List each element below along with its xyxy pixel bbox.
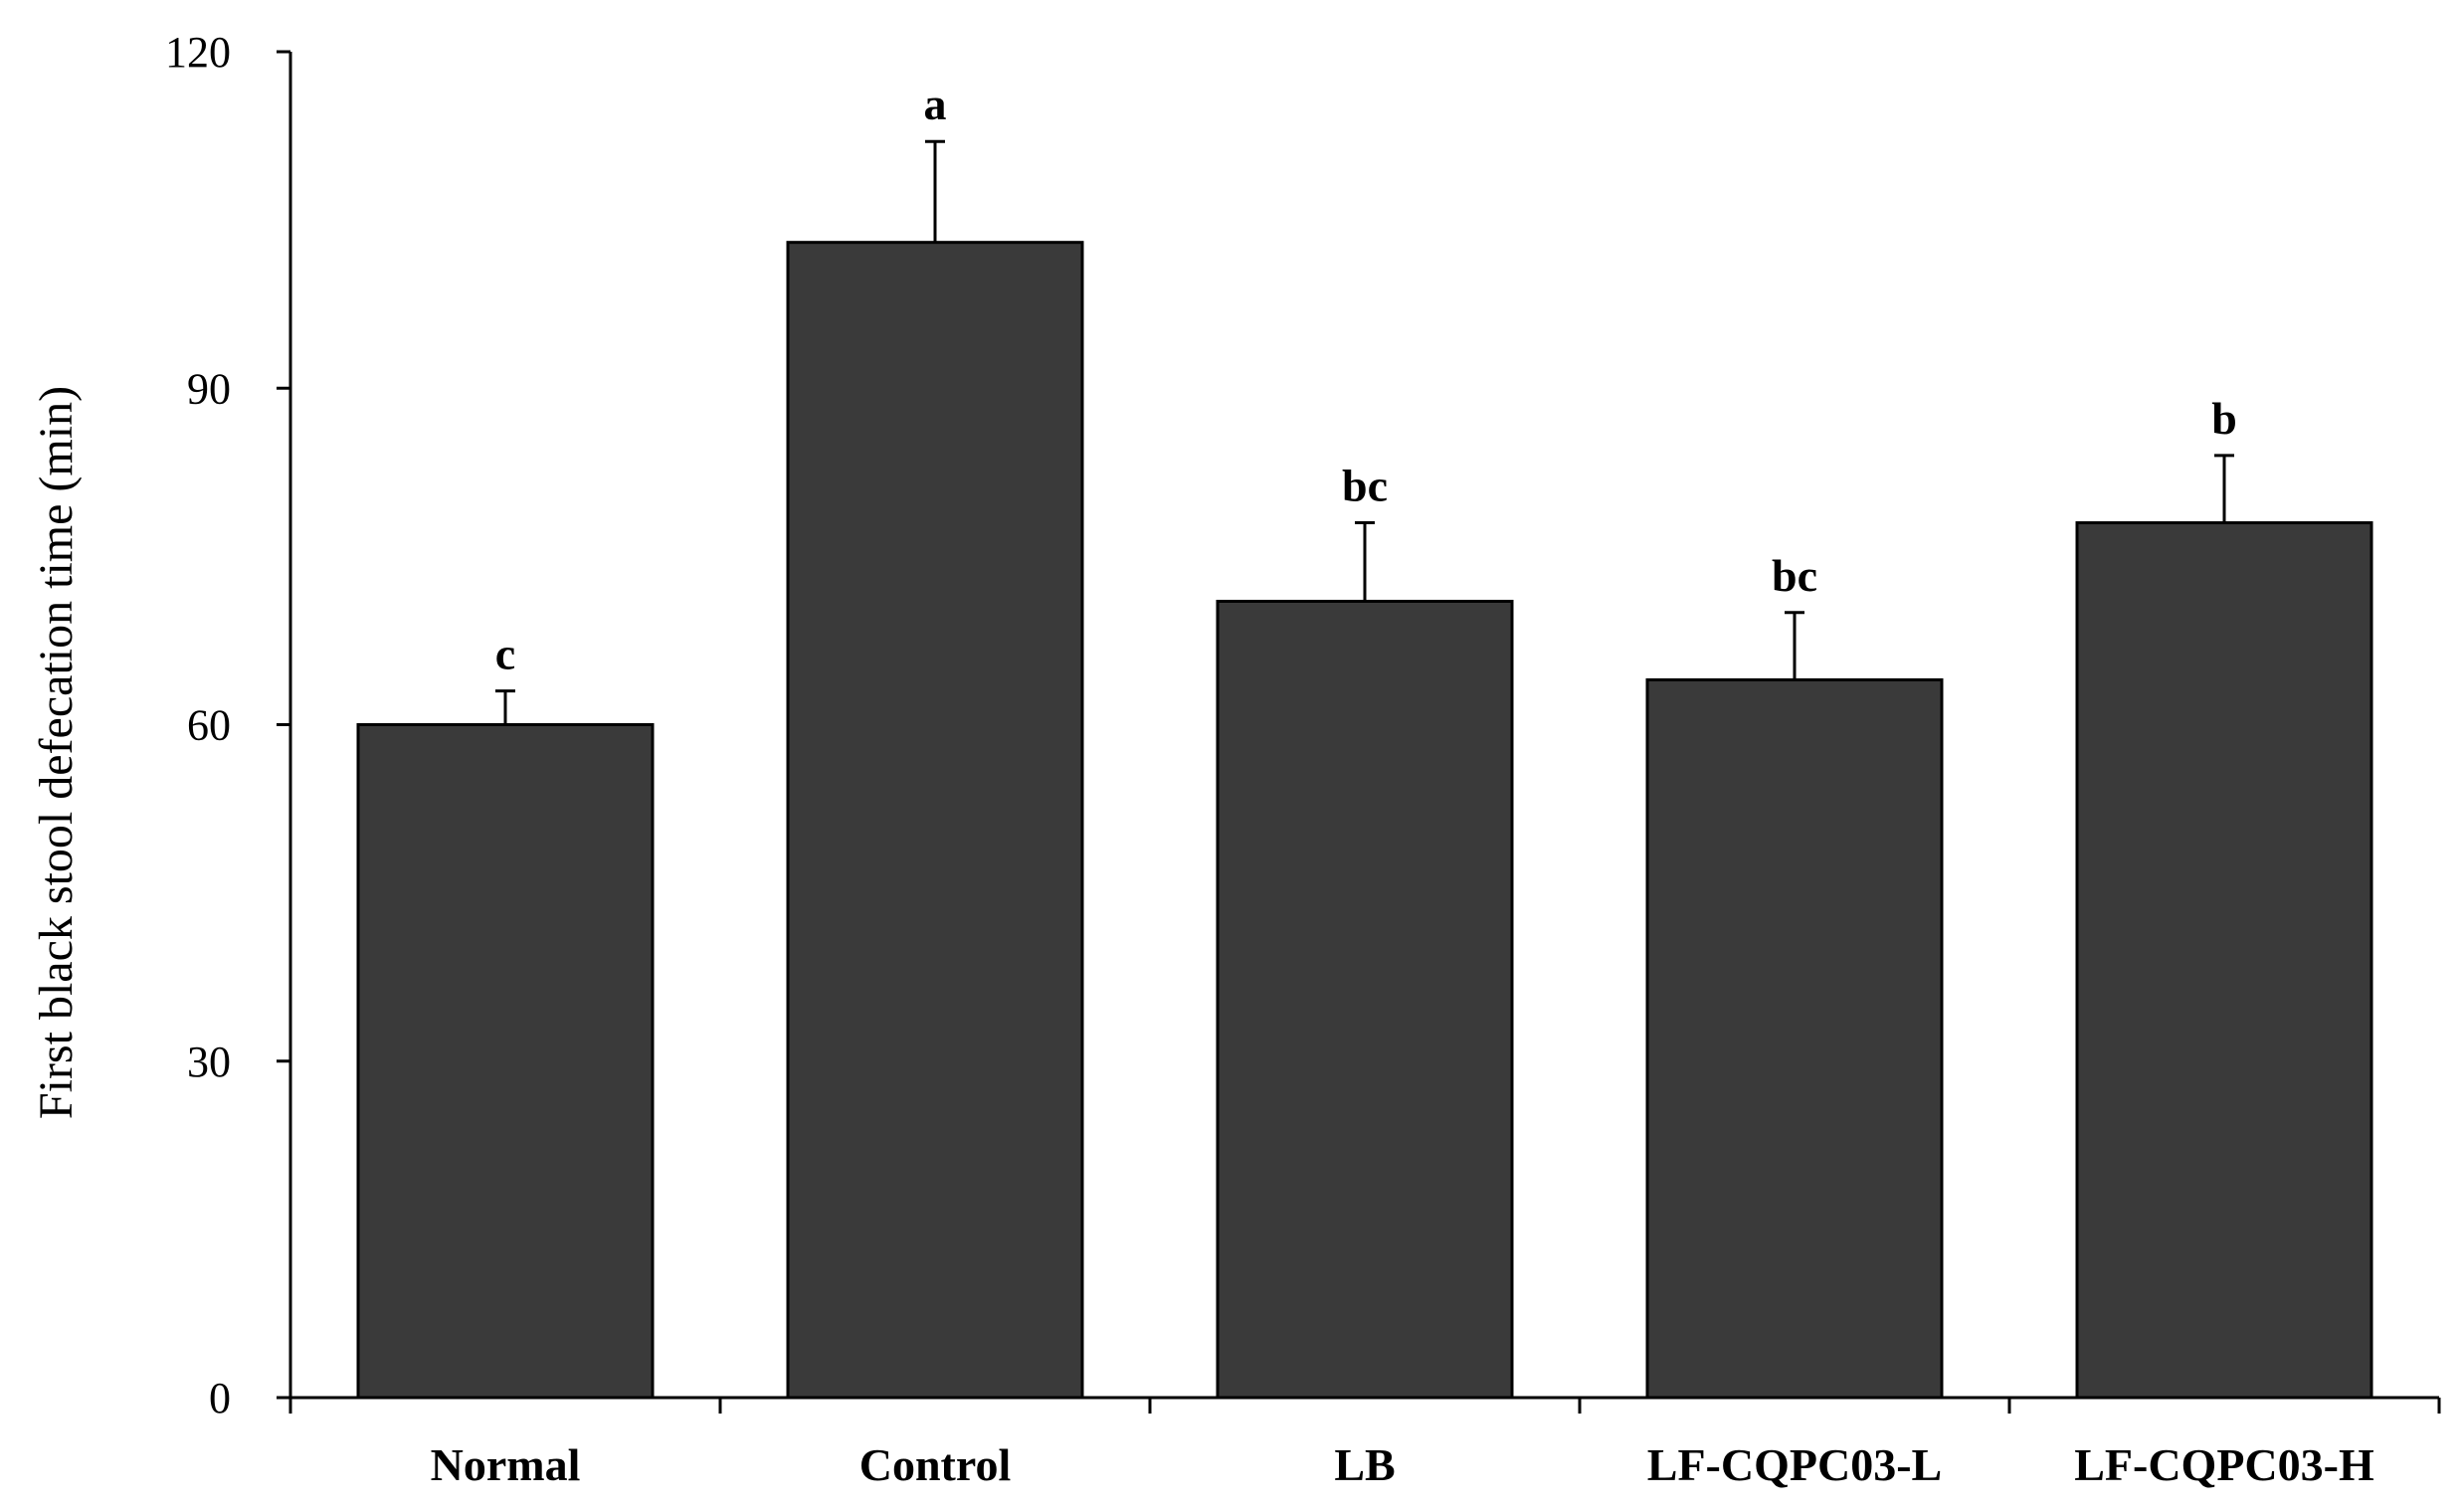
x-tick-label: LF-CQPC03-H [2074, 1439, 2374, 1490]
y-tick-label: 30 [187, 1038, 231, 1086]
y-tick-label: 60 [187, 701, 231, 750]
bar-control [786, 241, 1084, 1400]
x-tick-label: Control [859, 1439, 1012, 1490]
bar-lf-cqpc03-l [1645, 677, 1944, 1400]
bar-lb [1216, 599, 1514, 1400]
y-tick-label: 120 [165, 28, 231, 77]
y-tick-label: 0 [209, 1374, 231, 1422]
y-tick-label: 90 [187, 364, 231, 413]
significance-label: a [924, 79, 947, 129]
significance-label: bc [1342, 461, 1388, 511]
x-tick-label: LF-CQPC03-L [1647, 1439, 1942, 1490]
bar-lf-cqpc03-h [2075, 521, 2373, 1400]
x-tick-label: Normal [431, 1439, 581, 1490]
x-tick-label: LB [1334, 1439, 1395, 1490]
significance-label: bc [1772, 550, 1817, 601]
bar-normal [356, 723, 655, 1400]
significance-label: b [2211, 393, 2237, 444]
y-axis-title: First black stool defecation time (min) [30, 386, 83, 1119]
significance-label: c [495, 629, 515, 679]
plot-area: 0 30 60 90 120 c Normal a Control bc LB bc LF-CQPC03… [165, 28, 2441, 1490]
